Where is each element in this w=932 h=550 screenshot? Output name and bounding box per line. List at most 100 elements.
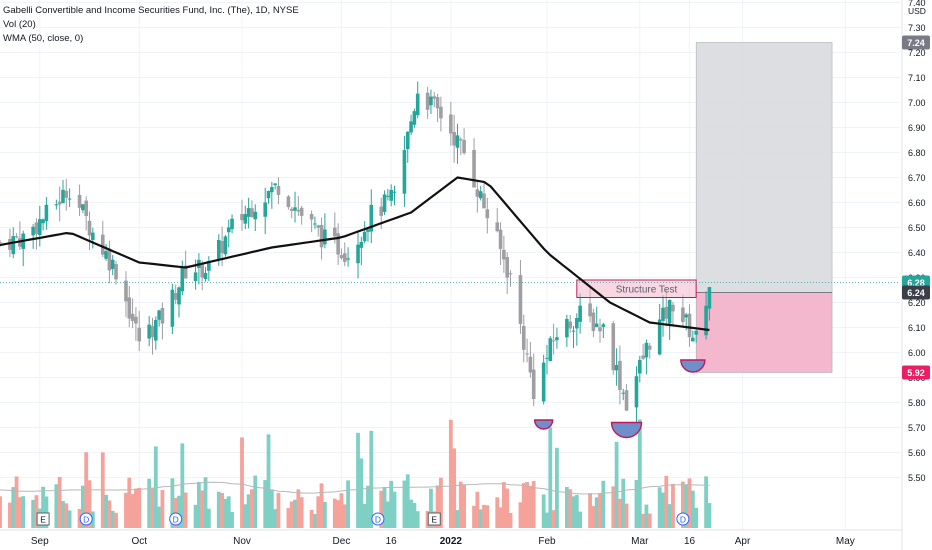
volume-bar bbox=[246, 494, 251, 528]
candle-body bbox=[405, 131, 410, 150]
candle-body bbox=[691, 337, 695, 342]
cup-marker bbox=[680, 359, 706, 373]
candle-body bbox=[588, 303, 592, 317]
price-tick-label: 7.30 bbox=[908, 23, 926, 33]
volume-bar bbox=[412, 502, 417, 528]
volume-bar bbox=[226, 496, 231, 528]
volume-bar bbox=[137, 487, 142, 528]
time-tick-label: 16 bbox=[386, 536, 398, 547]
volume-bar bbox=[462, 484, 466, 528]
structure-zone bbox=[576, 279, 697, 298]
candle-body bbox=[91, 232, 95, 240]
dividend-marker bbox=[676, 512, 690, 526]
candle-body bbox=[472, 149, 476, 188]
wma-line bbox=[0, 176, 710, 332]
candle-body bbox=[664, 306, 669, 319]
candle-body bbox=[386, 195, 390, 197]
candle-body bbox=[657, 319, 662, 355]
volume-bar bbox=[54, 484, 59, 528]
candle-body bbox=[230, 218, 234, 230]
candle-body bbox=[568, 321, 572, 329]
candle-body bbox=[127, 297, 132, 319]
volume-bar bbox=[250, 489, 254, 528]
candle-body bbox=[591, 312, 596, 332]
volume-bar bbox=[87, 480, 92, 528]
candle-body bbox=[170, 289, 175, 327]
volume-bar bbox=[230, 511, 234, 528]
time-axis[interactable]: Sep Oct Nov Dec 16 2022 Feb Mar 16 Apr May bbox=[0, 529, 902, 547]
candle-body bbox=[342, 253, 347, 262]
candlesticks bbox=[0, 81, 712, 424]
candle-body bbox=[270, 187, 274, 193]
volume-bar bbox=[319, 483, 324, 528]
volume-bar bbox=[332, 498, 337, 528]
wma-indicator-label[interactable]: WMA (50, close, 0) bbox=[3, 33, 84, 44]
candle-body bbox=[240, 213, 244, 221]
volume-bar bbox=[475, 491, 480, 528]
candle-body bbox=[289, 208, 294, 211]
volume-bar bbox=[160, 490, 165, 528]
candle-body bbox=[319, 224, 324, 248]
volume-bar bbox=[571, 496, 576, 528]
volume-bar bbox=[452, 448, 457, 528]
volume-bar bbox=[362, 503, 367, 528]
structure-zone-label: Structure Test bbox=[616, 284, 678, 295]
chart-legend: Gabelli Convertible and Income Securitie… bbox=[3, 4, 299, 46]
symbol-title[interactable]: Gabelli Convertible and Income Securitie… bbox=[3, 5, 299, 16]
price-tick-label: 6.00 bbox=[908, 348, 926, 358]
price-tick-label: 6.90 bbox=[908, 123, 926, 133]
volume-bar bbox=[299, 497, 304, 528]
candle-body bbox=[429, 96, 433, 106]
price-badge-target bbox=[902, 35, 930, 50]
price-tick-label: 6.10 bbox=[908, 323, 926, 333]
candle-body bbox=[61, 189, 65, 204]
volume-bar bbox=[153, 446, 158, 528]
volume-bar bbox=[591, 506, 596, 528]
time-tick-label: Dec bbox=[333, 536, 351, 547]
price-axis[interactable]: 7.40 7.30 7.20 7.10 7.00 6.90 6.80 6.70 6.60 6.50… bbox=[901, 0, 926, 550]
candle-body bbox=[382, 194, 387, 212]
volume-bar bbox=[425, 510, 430, 528]
volume-bar bbox=[203, 477, 208, 528]
candle-body bbox=[100, 234, 105, 255]
volume-bar bbox=[193, 504, 198, 528]
volume-bar bbox=[124, 492, 128, 528]
candle-body bbox=[641, 355, 645, 359]
volume-bar bbox=[80, 485, 85, 528]
volume-indicator-label[interactable]: Vol (20) bbox=[3, 19, 36, 30]
event-marker-label: D bbox=[83, 514, 89, 524]
candle-body bbox=[601, 324, 606, 327]
volume-bars bbox=[0, 419, 712, 528]
volume-bar bbox=[435, 485, 440, 528]
candle-body bbox=[475, 189, 480, 197]
candle-body bbox=[87, 220, 92, 236]
volume-bar bbox=[197, 481, 201, 528]
candle-body bbox=[435, 97, 440, 109]
volume-bar bbox=[134, 488, 138, 528]
candle-body bbox=[545, 357, 549, 359]
candle-body bbox=[44, 204, 49, 222]
earnings-marker bbox=[36, 512, 50, 526]
volume-bar bbox=[90, 511, 95, 528]
candle-body bbox=[565, 318, 569, 338]
volume-bar bbox=[339, 493, 344, 528]
volume-bar bbox=[64, 503, 69, 528]
volume-bar bbox=[551, 510, 556, 528]
candle-body bbox=[694, 330, 698, 335]
volume-bar bbox=[41, 486, 45, 528]
candle-body bbox=[661, 307, 665, 321]
event-marker-label: E bbox=[40, 514, 46, 524]
volume-bar bbox=[694, 507, 699, 528]
price-tick-label: 6.50 bbox=[908, 223, 926, 233]
volume-bar bbox=[200, 490, 205, 528]
volume-bar bbox=[220, 492, 225, 528]
candle-body bbox=[147, 324, 151, 339]
time-tick-label: Sep bbox=[31, 536, 49, 547]
volume-bar bbox=[657, 487, 662, 528]
candle-body bbox=[594, 323, 599, 328]
volume-bar bbox=[644, 504, 649, 528]
time-tick-label: 16 bbox=[684, 536, 696, 547]
candle-body bbox=[379, 206, 384, 216]
